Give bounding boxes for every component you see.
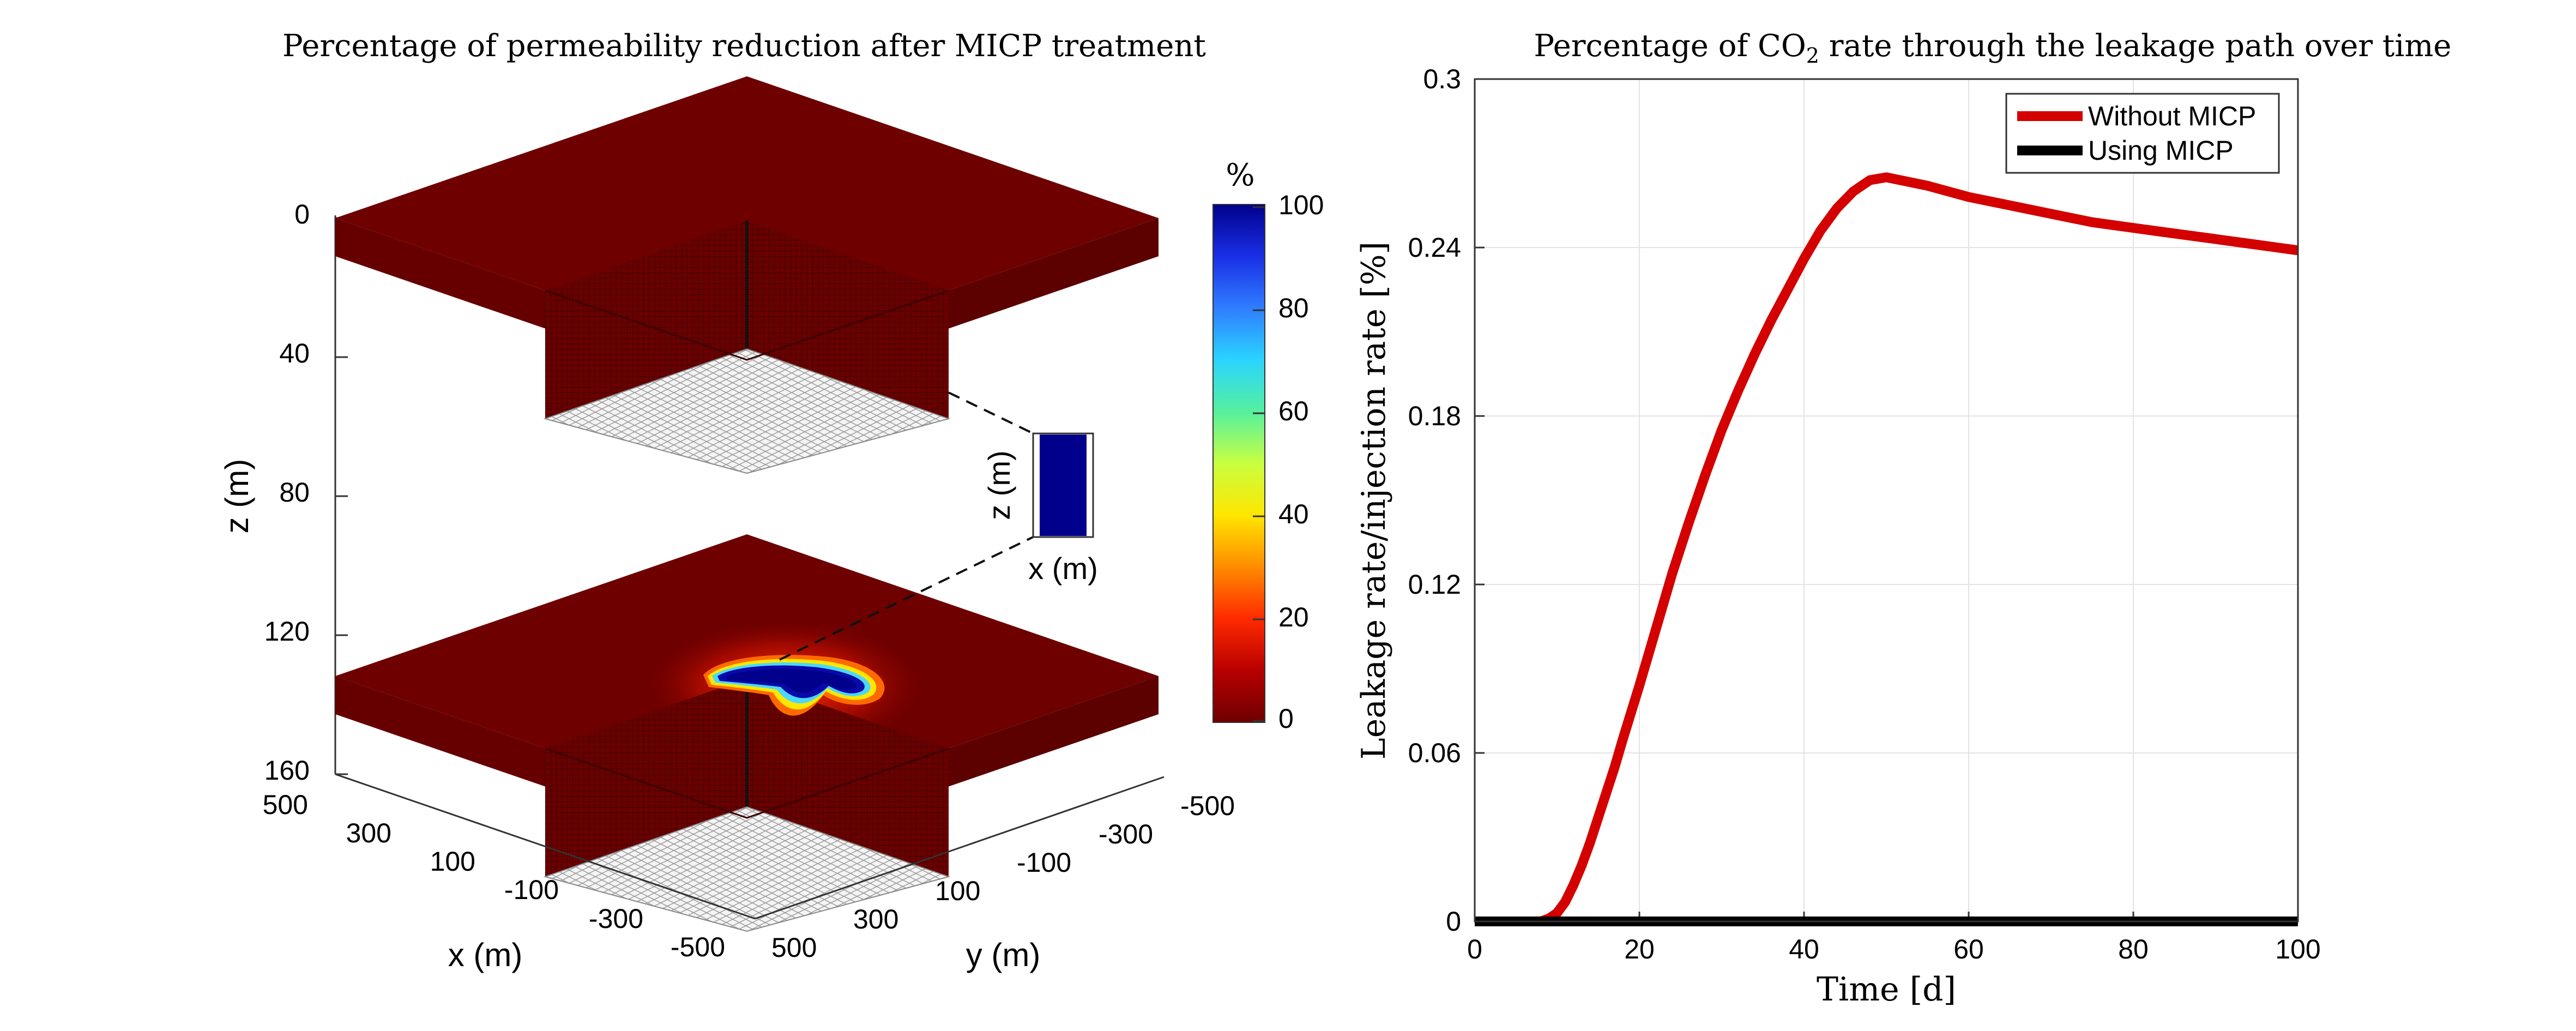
inset-z-label: z (m) <box>982 450 1016 520</box>
z-tick-label: 80 <box>279 477 310 508</box>
legend-label-using-micp: Using MICP <box>2088 135 2234 166</box>
upper-layer <box>335 76 1159 474</box>
title-part-1: Percentage of CO <box>1534 28 1806 64</box>
x-tick-label: 100 <box>2275 934 2320 964</box>
legend-label-without-micp: Without MICP <box>2088 101 2256 131</box>
upper-cutaway-right-wall <box>747 221 949 419</box>
x-tick-label: -300 <box>589 903 643 934</box>
inset-panel: z (m) x (m) <box>982 432 1098 586</box>
z-axis-label: z (m) <box>219 459 255 534</box>
x-axis-label: x (m) <box>448 937 523 973</box>
x-axis-line <box>335 773 756 920</box>
y-tick-label: 500 <box>771 932 817 963</box>
left-chart-title: Percentage of permeability reduction aft… <box>282 28 1206 64</box>
inset-connector-top <box>948 391 1034 435</box>
x-tick-label: 40 <box>1789 934 1819 964</box>
series-line-without-micp <box>1539 172 2299 926</box>
colorbar-ticks: 100 80 60 40 20 0 <box>1253 190 1324 734</box>
right-chart-title: Percentage of CO2 rate through the leaka… <box>1534 28 2451 68</box>
y-tick-label: 100 <box>935 876 980 906</box>
x-tick-label: 80 <box>2118 934 2149 964</box>
y-tick-label: 0.06 <box>1408 738 1461 768</box>
upper-cut-edge <box>545 290 949 361</box>
x-tick-label: 60 <box>1953 934 1984 964</box>
lower-grid-cells <box>543 806 951 932</box>
y-tick-layer: 0 0.06 0.12 0.18 0.24 0.3 <box>1408 64 1461 937</box>
treated-zone <box>703 655 885 716</box>
colorbar-tick-label: 100 <box>1278 190 1324 220</box>
y-tick-label: 300 <box>853 904 898 934</box>
title-subscript: 2 <box>1806 44 1819 68</box>
legend: Without MICP Using MICP <box>2005 93 2280 174</box>
z-ticks: 0 40 80 120 160 <box>264 199 348 786</box>
y-tick-label: 0.18 <box>1408 401 1461 431</box>
x-ticks: 500 300 100 -100 -300 -500 <box>263 789 725 962</box>
colorbar: % 100 80 60 40 20 0 <box>1212 158 1324 734</box>
y-ticks: 500 300 100 -100 -300 -500 <box>771 791 1235 963</box>
z-tick-label: 120 <box>264 616 310 647</box>
plot-area <box>1475 79 2298 921</box>
lower-layer <box>335 534 1159 932</box>
y-tick-label: -300 <box>1099 819 1153 849</box>
x-tick-label: -100 <box>504 875 559 905</box>
x-tick-label: 100 <box>430 846 475 877</box>
z-tick-label: 40 <box>279 338 310 369</box>
y-tick-label: 0.3 <box>1423 64 1461 94</box>
upper-grid-cells <box>543 348 951 474</box>
line-x-axis-label: Time [d] <box>1817 970 1956 1009</box>
legend-box <box>2005 93 2280 174</box>
colorbar-tick-label: 60 <box>1278 396 1309 426</box>
plot-frame <box>1474 78 2299 923</box>
y-tick-label: 0.12 <box>1408 569 1461 600</box>
y-tick-label: 0.24 <box>1408 232 1461 263</box>
colorbar-gradient <box>1212 204 1265 723</box>
x-tick-label: 0 <box>1467 934 1482 964</box>
inset-treated-fill <box>1040 435 1087 536</box>
inset-connector-bottom <box>779 536 1034 661</box>
colorbar-label: % <box>1226 158 1254 193</box>
y-axis-line <box>755 776 1165 920</box>
upper-cutaway-left-wall <box>545 221 747 419</box>
z-tick-label: 0 <box>294 199 310 230</box>
colorbar-tick-label: 0 <box>1278 703 1294 734</box>
x-tick-label: -500 <box>671 932 725 962</box>
z-tick-label: 160 <box>264 755 310 786</box>
y-tick-label: 0 <box>1446 906 1461 937</box>
title-part-2: rate through the leakage path over time <box>1819 28 2452 64</box>
colorbar-tick-label: 80 <box>1278 293 1309 323</box>
lower-cutaway-right-wall <box>747 679 949 877</box>
y-tick-label: -100 <box>1017 847 1071 878</box>
x-tick-label: 300 <box>346 818 391 848</box>
lower-cut-edge <box>545 747 949 819</box>
x-tick-layer: 0 20 40 60 80 100 <box>1467 934 2321 964</box>
y-axis-label: y (m) <box>966 937 1041 973</box>
x-tick-label: 20 <box>1624 934 1655 964</box>
inset-x-label: x (m) <box>1028 551 1098 586</box>
colorbar-tick-label: 20 <box>1278 602 1309 632</box>
3d-plot: 0 40 80 120 160 z (m) <box>219 76 1235 973</box>
y-tick-label: -500 <box>1180 791 1235 821</box>
line-chart: 0 0.06 0.12 0.18 0.24 0.3 0 20 40 60 80 … <box>1355 64 2321 1009</box>
colorbar-tick-label: 40 <box>1278 499 1309 529</box>
x-tick-label: 500 <box>263 789 308 820</box>
line-y-axis-label: Leakage rate/injection rate [%] <box>1355 242 1393 759</box>
lower-cutaway-left-wall <box>545 679 747 877</box>
